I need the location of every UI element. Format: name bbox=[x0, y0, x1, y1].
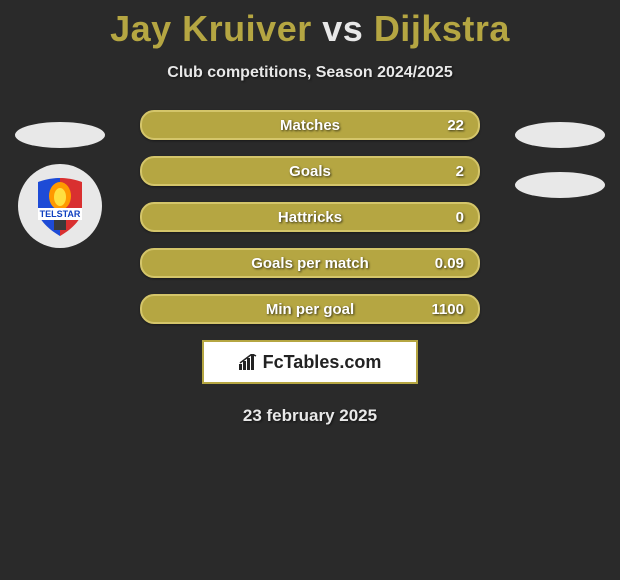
player2-club-placeholder bbox=[515, 172, 605, 198]
stat-label: Hattricks bbox=[278, 209, 342, 226]
telstar-badge-icon: TELSTAR bbox=[28, 174, 92, 238]
subtitle: Club competitions, Season 2024/2025 bbox=[0, 64, 620, 82]
stats-rows: Matches 22 Goals 2 Hattricks 0 Goals per… bbox=[140, 110, 480, 324]
title-vs: vs bbox=[322, 8, 363, 49]
stat-value-right: 0 bbox=[456, 209, 464, 226]
brand-text: FcTables.com bbox=[263, 352, 382, 373]
stat-row-matches: Matches 22 bbox=[140, 110, 480, 140]
stat-label: Matches bbox=[280, 117, 340, 134]
player1-avatar-placeholder bbox=[15, 122, 105, 148]
comparison-panel: TELSTAR Matches 22 Goals 2 Hattricks 0 G… bbox=[0, 110, 620, 426]
svg-text:TELSTAR: TELSTAR bbox=[40, 209, 81, 219]
stat-row-goals-per-match: Goals per match 0.09 bbox=[140, 248, 480, 278]
stat-label: Goals per match bbox=[251, 255, 369, 272]
player2-avatar-placeholder bbox=[515, 122, 605, 148]
stat-row-min-per-goal: Min per goal 1100 bbox=[140, 294, 480, 324]
stat-label: Goals bbox=[289, 163, 331, 180]
page-title: Jay Kruiver vs Dijkstra bbox=[0, 0, 620, 50]
brand-box: FcTables.com bbox=[202, 340, 418, 384]
title-player1: Jay Kruiver bbox=[110, 8, 312, 49]
stat-row-goals: Goals 2 bbox=[140, 156, 480, 186]
player1-club-badge: TELSTAR bbox=[18, 164, 102, 248]
bar-chart-icon bbox=[239, 354, 259, 370]
stat-value-right: 0.09 bbox=[435, 255, 464, 272]
stat-value-right: 22 bbox=[447, 117, 464, 134]
stat-label: Min per goal bbox=[266, 301, 354, 318]
stat-value-right: 1100 bbox=[431, 301, 464, 318]
title-player2: Dijkstra bbox=[374, 8, 510, 49]
stat-row-hattricks: Hattricks 0 bbox=[140, 202, 480, 232]
date-text: 23 february 2025 bbox=[0, 406, 620, 426]
stat-value-right: 2 bbox=[456, 163, 464, 180]
